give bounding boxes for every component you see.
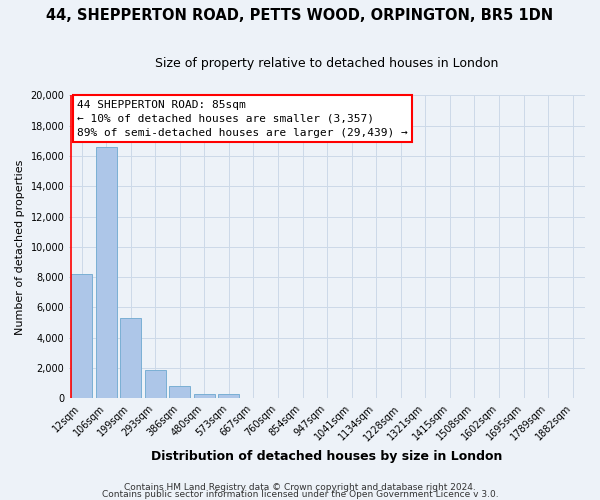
Bar — [194, 394, 215, 398]
Bar — [145, 370, 166, 398]
Text: Contains HM Land Registry data © Crown copyright and database right 2024.: Contains HM Land Registry data © Crown c… — [124, 484, 476, 492]
Title: Size of property relative to detached houses in London: Size of property relative to detached ho… — [155, 58, 499, 70]
Bar — [71, 274, 92, 398]
X-axis label: Distribution of detached houses by size in London: Distribution of detached houses by size … — [151, 450, 503, 462]
Text: 44, SHEPPERTON ROAD, PETTS WOOD, ORPINGTON, BR5 1DN: 44, SHEPPERTON ROAD, PETTS WOOD, ORPINGT… — [46, 8, 554, 22]
Bar — [218, 394, 239, 398]
Y-axis label: Number of detached properties: Number of detached properties — [15, 159, 25, 334]
Bar — [120, 318, 141, 398]
Bar — [95, 147, 116, 399]
Text: Contains public sector information licensed under the Open Government Licence v : Contains public sector information licen… — [101, 490, 499, 499]
Text: 44 SHEPPERTON ROAD: 85sqm
← 10% of detached houses are smaller (3,357)
89% of se: 44 SHEPPERTON ROAD: 85sqm ← 10% of detac… — [77, 100, 408, 138]
Bar — [169, 386, 190, 398]
